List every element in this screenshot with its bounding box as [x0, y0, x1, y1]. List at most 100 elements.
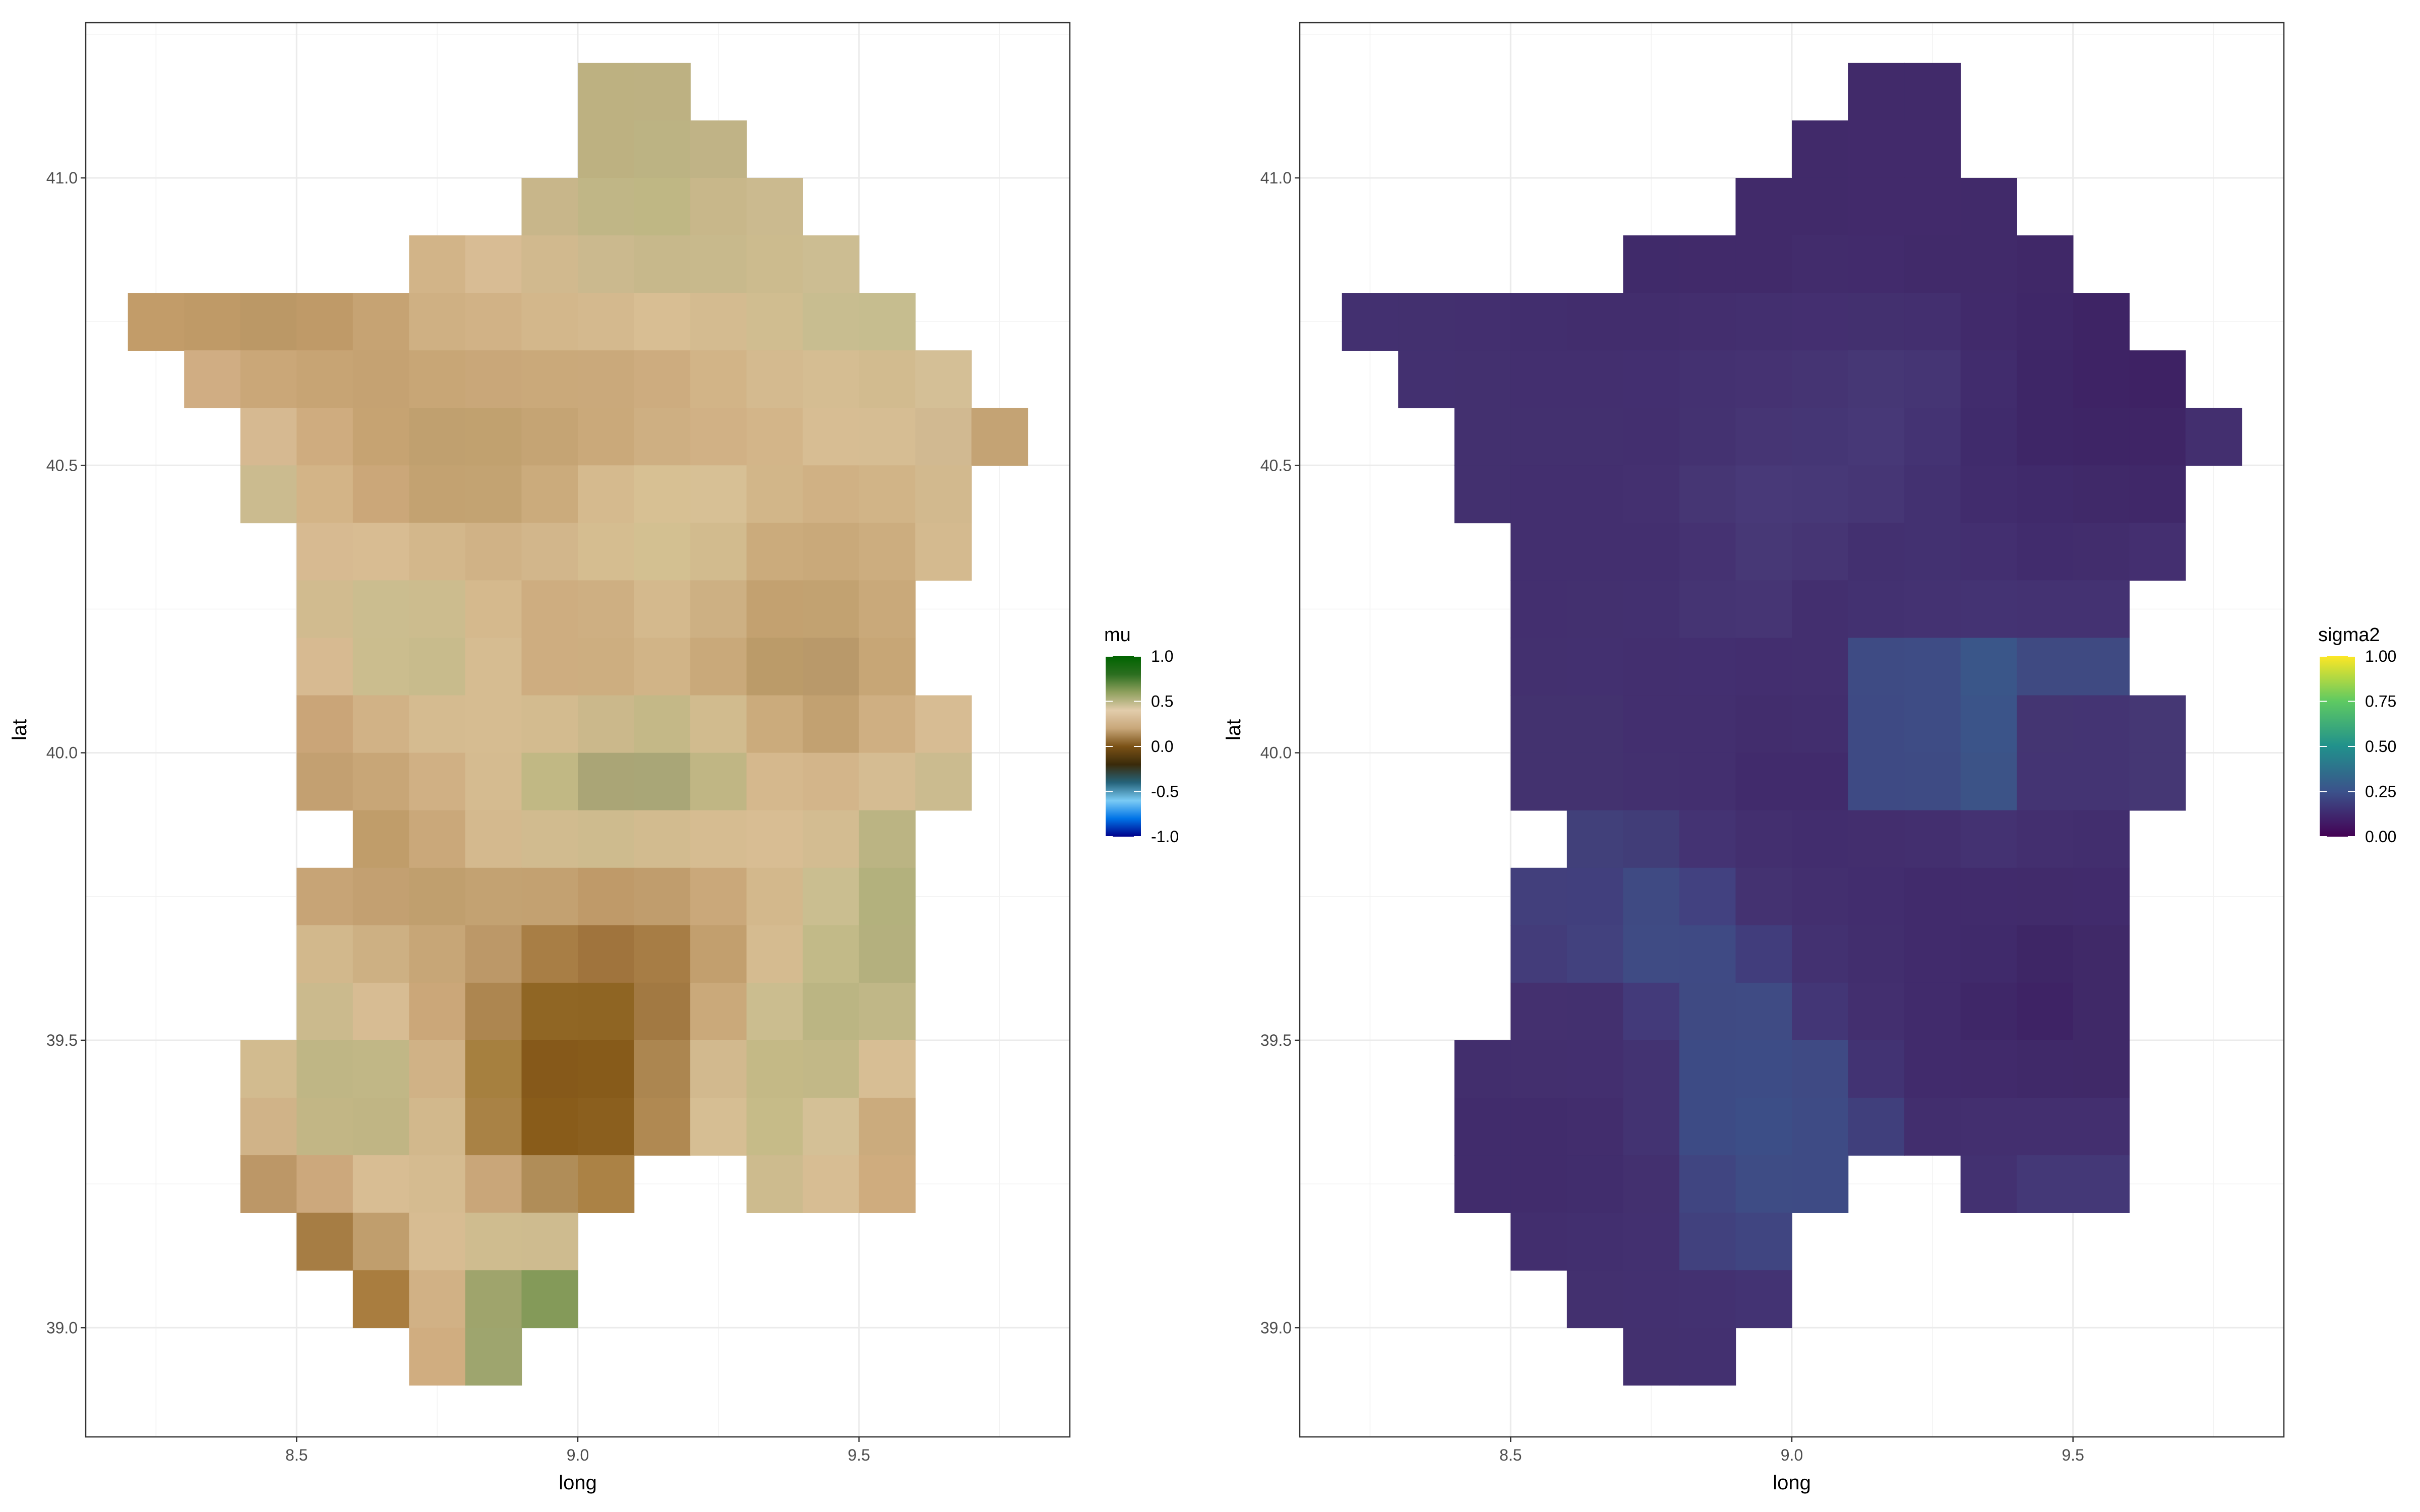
- legend-label: -0.5: [1151, 783, 1179, 801]
- x-tick-label: 8.5: [285, 1446, 308, 1464]
- heatmap-cell: [1960, 982, 2017, 1041]
- heatmap-cell: [465, 982, 522, 1041]
- heatmap-cell: [1566, 810, 1624, 868]
- heatmap-cell: [803, 867, 860, 926]
- heatmap-cell: [1623, 350, 1680, 409]
- heatmap-cell: [1510, 1040, 1567, 1098]
- heatmap-cell: [465, 925, 522, 983]
- heatmap-cell: [240, 1155, 297, 1213]
- heatmap-cell: [1792, 1040, 1849, 1098]
- heatmap-cell: [1735, 350, 1792, 409]
- heatmap-cell: [1566, 925, 1624, 983]
- heatmap-cell: [803, 465, 860, 524]
- heatmap-cell: [1623, 465, 1680, 524]
- heatmap-cell: [690, 925, 747, 983]
- heatmap-cell: [1735, 235, 1792, 293]
- heatmap-cell: [296, 695, 353, 753]
- heatmap-cell: [634, 982, 691, 1041]
- heatmap-cell: [1792, 695, 1849, 753]
- sigma2-legend: sigma2 1.00 0.75 0.50 0.25 0.00: [2318, 624, 2396, 846]
- heatmap-cell: [1679, 1098, 1736, 1156]
- heatmap-cell: [1848, 120, 1905, 178]
- heatmap-cell: [1904, 752, 1961, 811]
- heatmap-cell: [634, 408, 691, 466]
- heatmap-cell: [521, 177, 578, 236]
- heatmap-cell: [1960, 465, 2017, 524]
- heatmap-cell: [690, 523, 747, 581]
- x-axis-title: long: [559, 1472, 597, 1494]
- sigma2-panel: 8.5 9.0 9.5 39.0 39.5 40.0 40.5 41.0 long lat s…: [1223, 22, 2396, 1494]
- heatmap-cell: [1848, 1040, 1905, 1098]
- heatmap-cell: [746, 810, 803, 868]
- heatmap-cell: [409, 1040, 466, 1098]
- heatmap-cell: [1679, 1328, 1736, 1386]
- heatmap-cell: [352, 982, 410, 1041]
- heatmap-cell: [352, 293, 410, 351]
- heatmap-cell: [1960, 1040, 2017, 1098]
- heatmap-cell: [634, 465, 691, 524]
- heatmap-cell: [803, 810, 860, 868]
- heatmap-cell: [803, 982, 860, 1041]
- heatmap-cell: [1510, 1098, 1567, 1156]
- heatmap-cell: [1960, 1098, 2017, 1156]
- heatmap-cell: [409, 523, 466, 581]
- heatmap-cell: [859, 695, 916, 753]
- heatmap-cell: [859, 982, 916, 1041]
- heatmap-cell: [634, 867, 691, 926]
- heatmap-cell: [296, 580, 353, 639]
- heatmap-cell: [521, 465, 578, 524]
- heatmap-cell: [690, 638, 747, 696]
- x-axis-title: long: [1773, 1472, 1811, 1494]
- heatmap-cell: [409, 235, 466, 293]
- heatmap-cell: [578, 350, 635, 409]
- heatmap-cell: [1623, 1328, 1680, 1386]
- heatmap-cell: [352, 867, 410, 926]
- heatmap-cell: [1510, 350, 1567, 409]
- heatmap-cell: [1904, 925, 1961, 983]
- heatmap-cell: [1848, 1098, 1905, 1156]
- heatmap-cell: [1454, 1098, 1511, 1156]
- heatmap-cell: [1904, 235, 1961, 293]
- heatmap-cell: [409, 1270, 466, 1329]
- heatmap-cell: [1848, 867, 1905, 926]
- heatmap-cell: [1960, 350, 2017, 409]
- heatmap-cell: [1792, 580, 1849, 639]
- x-tick-label: 9.5: [2062, 1446, 2084, 1464]
- legend-label: -1.0: [1151, 828, 1179, 846]
- heatmap-cell: [1960, 925, 2017, 983]
- heatmap-cell: [803, 580, 860, 639]
- heatmap-cell: [352, 925, 410, 983]
- heatmap-cell: [2073, 925, 2130, 983]
- heatmap-cell: [1904, 867, 1961, 926]
- y-tick-label: 40.5: [46, 456, 78, 474]
- heatmap-cell: [2017, 293, 2074, 351]
- heatmap-cell: [746, 523, 803, 581]
- legend-label: 0.5: [1151, 692, 1173, 711]
- heatmap-cell: [296, 1155, 353, 1213]
- heatmap-cell: [859, 350, 916, 409]
- heatmap-cell: [1848, 580, 1905, 639]
- heatmap-cell: [634, 752, 691, 811]
- heatmap-cell: [803, 752, 860, 811]
- heatmap-cell: [240, 1098, 297, 1156]
- heatmap-cell: [2073, 1098, 2130, 1156]
- heatmap-cell: [690, 350, 747, 409]
- heatmap-cell: [746, 752, 803, 811]
- heatmap-cell: [409, 1098, 466, 1156]
- heatmap-cells: [1342, 62, 2243, 1386]
- heatmap-cell: [859, 867, 916, 926]
- heatmap-cell: [409, 1155, 466, 1213]
- heatmap-cell: [578, 523, 635, 581]
- heatmap-cell: [352, 1040, 410, 1098]
- heatmap-cell: [2017, 982, 2074, 1041]
- heatmap-cell: [352, 1213, 410, 1271]
- heatmap-cell: [1566, 580, 1624, 639]
- heatmap-cell: [1679, 1270, 1736, 1329]
- heatmap-cell: [1623, 982, 1680, 1041]
- heatmap-cell: [1735, 1155, 1792, 1213]
- heatmap-cell: [409, 408, 466, 466]
- heatmap-cell: [352, 523, 410, 581]
- heatmap-cell: [1735, 465, 1792, 524]
- heatmap-cell: [803, 925, 860, 983]
- heatmap-cell: [1904, 62, 1961, 121]
